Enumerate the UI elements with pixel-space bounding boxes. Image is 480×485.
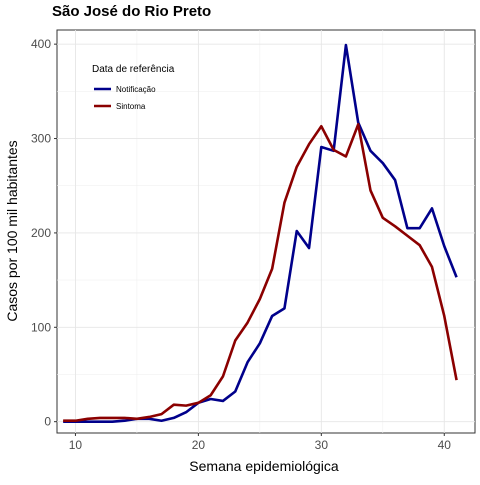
y-tick-label: 200 <box>31 226 51 240</box>
data-point-sintoma <box>259 298 261 300</box>
data-point-sintoma <box>173 403 175 405</box>
data-point-notificacao <box>296 230 298 232</box>
data-point-notificacao <box>443 245 445 247</box>
data-point-sintoma <box>136 418 138 420</box>
data-point-sintoma <box>431 266 433 268</box>
data-point-sintoma <box>197 402 199 404</box>
data-point-sintoma <box>382 217 384 219</box>
data-point-sintoma <box>357 123 359 125</box>
data-point-sintoma <box>234 339 236 341</box>
data-point-sintoma <box>296 166 298 168</box>
data-point-notificacao <box>209 398 211 400</box>
data-point-sintoma <box>308 143 310 145</box>
data-point-sintoma <box>62 420 64 422</box>
data-point-notificacao <box>406 227 408 229</box>
data-point-sintoma <box>209 394 211 396</box>
data-point-notificacao <box>99 420 101 422</box>
data-point-sintoma <box>87 418 89 420</box>
data-point-notificacao <box>222 400 224 402</box>
data-point-notificacao <box>246 361 248 363</box>
data-point-sintoma <box>443 315 445 317</box>
data-point-notificacao <box>394 179 396 181</box>
data-point-sintoma <box>123 417 125 419</box>
data-point-sintoma <box>185 404 187 406</box>
series-lines <box>62 43 458 423</box>
x-tick-label: 20 <box>192 438 206 452</box>
series-line-sintoma <box>63 123 458 423</box>
y-axis-label: Casos por 100 mil habitantes <box>4 140 20 321</box>
data-point-notificacao <box>87 420 89 422</box>
data-point-sintoma <box>74 420 76 422</box>
data-point-sintoma <box>406 235 408 237</box>
data-point-notificacao <box>369 150 371 152</box>
x-axis-label: Semana epidemiológica <box>189 458 339 474</box>
data-point-notificacao <box>185 411 187 413</box>
y-tick-label: 400 <box>31 37 51 51</box>
data-point-notificacao <box>283 307 285 309</box>
x-tick-label: 40 <box>438 438 452 452</box>
data-point-sintoma <box>394 225 396 227</box>
data-point-sintoma <box>148 416 150 418</box>
data-point-notificacao <box>431 207 433 209</box>
x-tick-label: 10 <box>69 438 83 452</box>
data-point-notificacao <box>308 247 310 249</box>
legend: Data de referência Notificação Sintoma <box>92 64 175 111</box>
data-point-sintoma <box>283 202 285 204</box>
data-point-notificacao <box>123 420 125 422</box>
y-tick-label: 100 <box>31 320 51 334</box>
legend-label-notificacao: Notificação <box>116 85 156 94</box>
data-point-sintoma <box>271 268 273 270</box>
data-point-notificacao <box>234 390 236 392</box>
data-point-notificacao <box>455 276 457 278</box>
data-point-notificacao <box>259 342 261 344</box>
data-point-sintoma <box>320 125 322 127</box>
data-point-sintoma <box>418 244 420 246</box>
data-point-notificacao <box>111 420 113 422</box>
data-point-notificacao <box>382 162 384 164</box>
data-point-notificacao <box>418 227 420 229</box>
legend-label-sintoma: Sintoma <box>116 102 146 111</box>
data-point-sintoma <box>369 189 371 191</box>
series-line-notificacao <box>63 43 458 423</box>
data-point-notificacao <box>160 420 162 422</box>
data-point-notificacao <box>320 146 322 148</box>
data-point-sintoma <box>111 417 113 419</box>
data-point-sintoma <box>222 375 224 377</box>
data-point-notificacao <box>173 417 175 419</box>
legend-title: Data de referência <box>92 64 175 75</box>
data-point-sintoma <box>455 379 457 381</box>
data-point-sintoma <box>246 321 248 323</box>
x-tick-label: 30 <box>315 438 329 452</box>
chart-title: São José do Rio Preto <box>52 3 211 20</box>
data-point-sintoma <box>99 417 101 419</box>
y-tick-label: 300 <box>31 132 51 146</box>
y-tick-label: 0 <box>44 415 51 429</box>
data-point-sintoma <box>332 149 334 151</box>
data-point-sintoma <box>160 413 162 415</box>
data-point-sintoma <box>345 155 347 157</box>
plot-panel-border <box>56 29 476 434</box>
data-point-notificacao <box>345 44 347 46</box>
data-point-notificacao <box>271 315 273 317</box>
